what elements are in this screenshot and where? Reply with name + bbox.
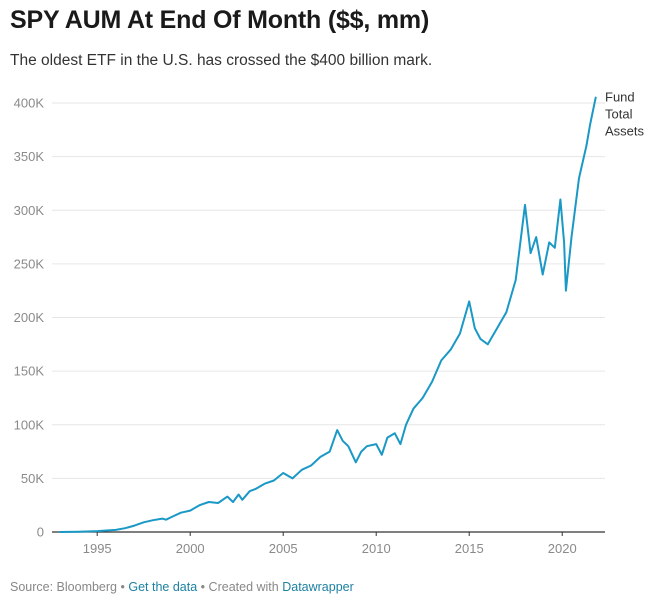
x-tick-label: 2015: [455, 541, 484, 556]
y-tick-label: 400K: [14, 96, 45, 111]
y-tick-label: 50K: [21, 471, 44, 486]
series-label-line: Total: [605, 107, 633, 122]
y-tick-label: 300K: [14, 203, 45, 218]
y-tick-label: 200K: [14, 310, 45, 325]
gridlines: [52, 102, 605, 533]
series-label: Fund Total Assets: [605, 90, 645, 139]
y-tick-label: 100K: [14, 417, 45, 432]
y-tick-label: 150K: [14, 364, 45, 379]
footer-separator: •: [120, 580, 125, 594]
series-line: [59, 96, 597, 533]
x-tick-label: 1995: [83, 541, 112, 556]
y-tick-label: 250K: [14, 256, 45, 271]
chart-subtitle: The oldest ETF in the U.S. has crossed t…: [10, 52, 433, 69]
footer: Source: Bloomberg • Get the data • Creat…: [10, 580, 354, 594]
source-text: Source: Bloomberg: [10, 580, 118, 594]
y-tick-label: 0: [37, 525, 44, 540]
chart-title: SPY AUM At End Of Month ($$, mm): [10, 6, 430, 34]
series-group: [59, 96, 597, 533]
created-with-text: Created with: [208, 580, 279, 594]
y-tick-label: 350K: [14, 149, 45, 164]
footer-separator: •: [200, 580, 206, 594]
datawrapper-link[interactable]: Datawrapper: [282, 580, 354, 594]
series-label-line: Assets: [605, 124, 645, 139]
x-tick-label: 2020: [548, 541, 577, 556]
series-end-label: Fund Total Assets: [605, 90, 645, 139]
y-axis: 0 50K 100K 150K 200K 250K 300K 350K 400K: [14, 96, 45, 540]
get-the-data-link[interactable]: Get the data: [128, 580, 198, 594]
x-axis: 1995 2000 2005 2010 2015 2020: [83, 532, 577, 556]
x-tick-label: 2010: [362, 541, 391, 556]
x-tick-label: 2005: [269, 541, 298, 556]
x-tick-label: 2000: [176, 541, 205, 556]
series-label-line: Fund: [605, 90, 635, 105]
